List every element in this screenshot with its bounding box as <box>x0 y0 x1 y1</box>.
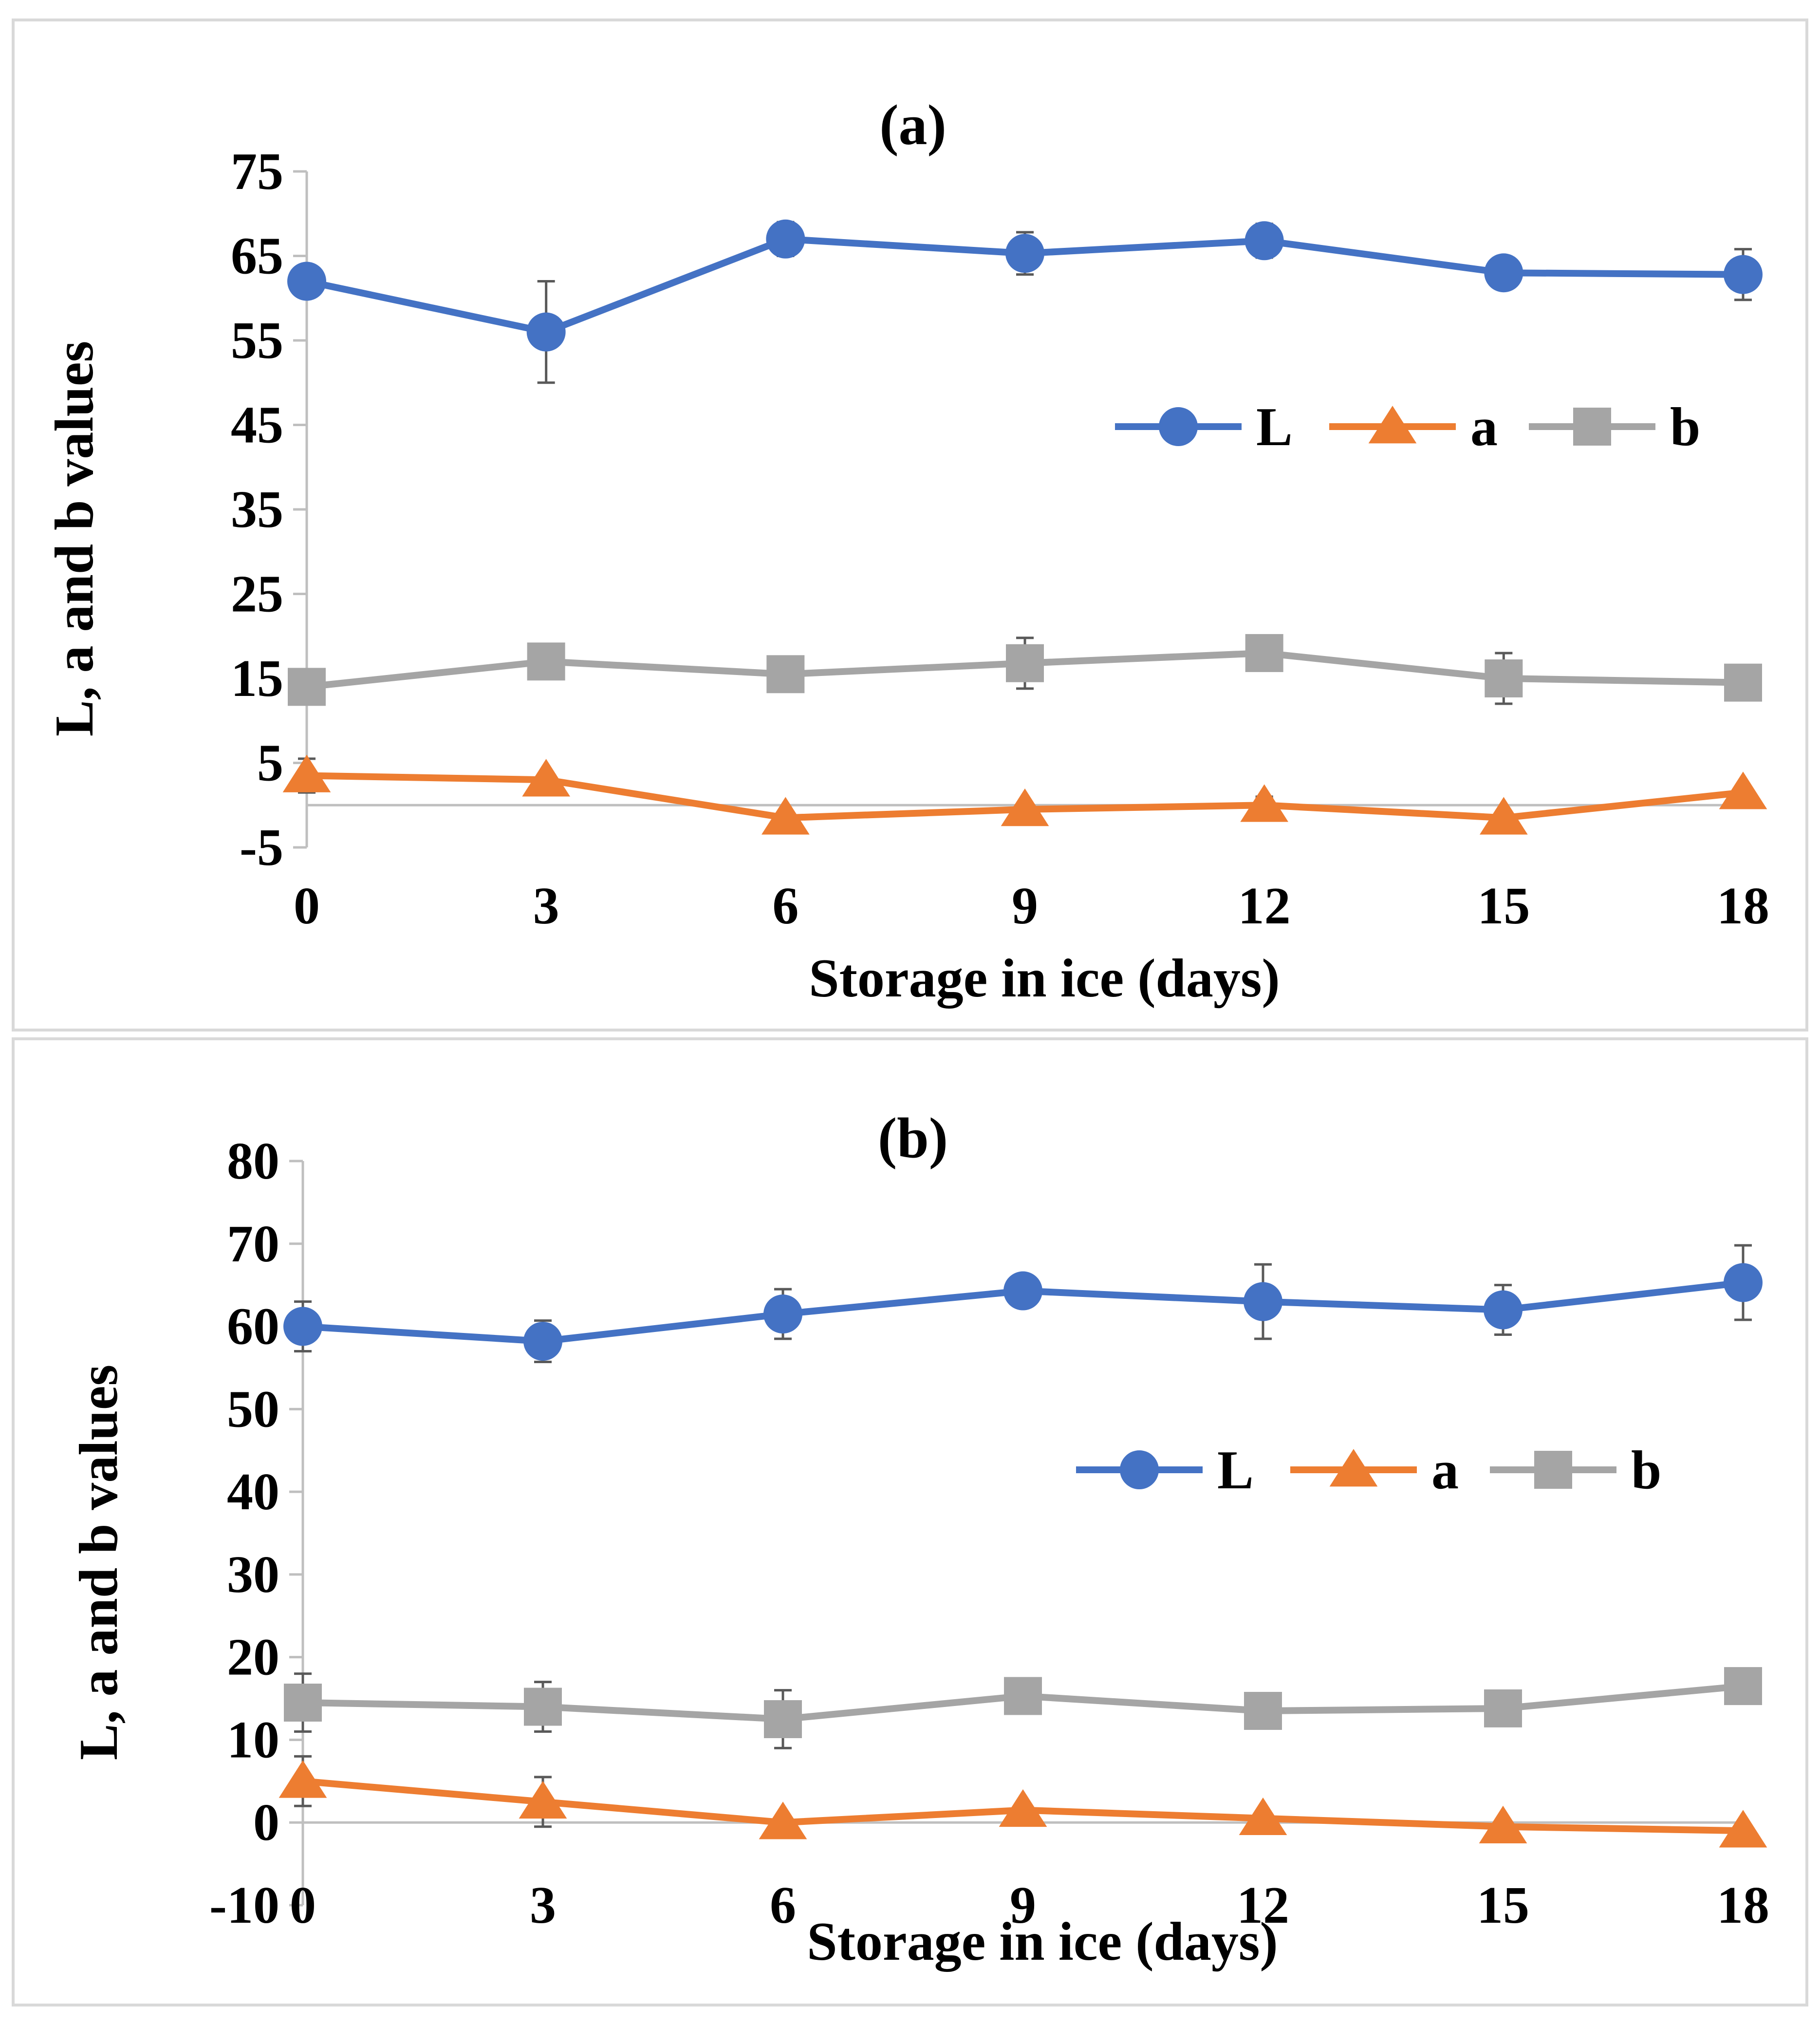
y-tick-label: -10 <box>209 1876 279 1934</box>
x-tick-label: 15 <box>1477 877 1530 935</box>
data-point-b <box>1724 663 1762 702</box>
data-point-a <box>999 1789 1047 1827</box>
chart-panel-b: (b) -10 0 10 20 30 40 50 60 70 80 0 3 6 9 12 15 18 Storage… <box>12 1037 1808 2006</box>
y-tick-label: 80 <box>227 1132 279 1190</box>
legend-label-L: L <box>1256 397 1293 457</box>
data-point-a <box>282 754 331 792</box>
data-point-a <box>1240 784 1289 822</box>
y-tick-label: 20 <box>227 1629 279 1687</box>
x-tick-label: 3 <box>533 877 559 935</box>
data-point-a <box>1719 1810 1767 1848</box>
y-axis-label: L, a and b values <box>69 1365 129 1760</box>
data-point-a <box>761 797 810 835</box>
y-tick-label: 75 <box>231 143 283 201</box>
data-point-b <box>1484 1689 1522 1727</box>
data-point-L <box>1484 1290 1523 1330</box>
data-point-L <box>523 1322 562 1361</box>
data-point-L <box>1005 234 1044 273</box>
data-point-L <box>1244 1282 1282 1321</box>
x-axis-label: Storage in ice (days) <box>807 1912 1278 1972</box>
data-point-a <box>1479 797 1528 835</box>
x-tick-label: 6 <box>772 877 799 935</box>
x-axis-label: Storage in ice (days) <box>809 948 1280 1009</box>
y-tick-label: 25 <box>231 565 283 623</box>
data-point-b <box>1244 1692 1282 1730</box>
data-point-b <box>524 1688 562 1726</box>
data-point-b <box>1245 634 1283 672</box>
y-tick-label: 5 <box>257 734 283 792</box>
data-point-a <box>519 1781 567 1819</box>
x-tick-label: 9 <box>1012 877 1038 935</box>
data-point-L <box>1724 1263 1763 1302</box>
data-point-L <box>287 262 326 301</box>
data-point-L <box>766 219 805 259</box>
x-tick-label: 6 <box>770 1876 796 1934</box>
data-point-L <box>526 312 566 352</box>
data-point-L <box>283 1307 322 1346</box>
data-point-b <box>1485 659 1523 697</box>
y-tick-label: -5 <box>240 819 283 877</box>
data-point-b <box>1004 1677 1042 1715</box>
chart-title: (b) <box>878 1106 948 1170</box>
data-point-b <box>527 642 565 681</box>
y-tick-label: 55 <box>231 312 283 370</box>
y-tick-label: 40 <box>227 1463 279 1521</box>
x-tick-label: 15 <box>1477 1876 1529 1934</box>
y-tick-label: 65 <box>231 227 283 285</box>
data-point-L <box>1724 255 1763 294</box>
data-point-a <box>1719 771 1767 809</box>
legend-marker-b <box>1534 1451 1572 1489</box>
data-point-a <box>1239 1797 1287 1836</box>
x-tick-label: 12 <box>1237 1876 1289 1934</box>
data-point-a <box>1001 788 1049 826</box>
x-tick-label: 3 <box>530 1876 556 1934</box>
x-tick-label: 18 <box>1717 1876 1769 1934</box>
data-point-L <box>1484 253 1523 293</box>
legend-label-L: L <box>1217 1440 1254 1500</box>
data-point-b <box>766 655 805 694</box>
y-tick-label: 30 <box>227 1546 279 1604</box>
y-tick-label: 35 <box>231 481 283 539</box>
legend-marker-b <box>1573 408 1611 446</box>
data-point-L <box>763 1294 802 1334</box>
legend-marker-L <box>1159 407 1198 446</box>
legend-marker-a <box>1329 1449 1378 1487</box>
chart-panel-a: (a) -5 5 15 25 35 45 55 65 75 0 3 6 9 12 15 18 Storage in… <box>12 19 1808 1031</box>
data-point-a <box>1479 1805 1527 1844</box>
legend-label-b: b <box>1631 1440 1661 1500</box>
chart-a-svg: (a) -5 5 15 25 35 45 55 65 75 0 3 6 9 12 15 18 Storage in… <box>44 93 1769 1009</box>
y-axis-label: L, a and b values <box>44 341 105 736</box>
data-point-b <box>284 1684 322 1722</box>
legend-marker-L <box>1120 1450 1159 1489</box>
y-tick-label: 45 <box>231 396 283 454</box>
data-point-a <box>522 759 571 797</box>
data-point-b <box>1006 644 1044 682</box>
data-point-b <box>1724 1667 1762 1706</box>
x-tick-label: 18 <box>1717 877 1769 935</box>
y-tick-label: 50 <box>227 1380 279 1438</box>
data-point-a <box>759 1801 807 1839</box>
y-tick-label: 15 <box>231 650 283 708</box>
x-tick-label: 0 <box>294 877 320 935</box>
legend-marker-a <box>1368 406 1417 444</box>
data-point-b <box>288 668 326 706</box>
chart-title: (a) <box>879 93 947 157</box>
data-point-L <box>1244 221 1284 261</box>
data-point-b <box>764 1700 802 1738</box>
y-tick-label: 10 <box>227 1711 279 1769</box>
legend-label-b: b <box>1670 397 1700 457</box>
x-tick-label: 0 <box>290 1876 316 1934</box>
data-point-L <box>1003 1271 1042 1311</box>
y-tick-label: 60 <box>227 1298 279 1356</box>
x-tick-label: 9 <box>1010 1876 1036 1934</box>
legend-label-a: a <box>1431 1440 1459 1500</box>
y-tick-label: 70 <box>227 1215 279 1273</box>
data-point-a <box>279 1760 327 1798</box>
legend-label-a: a <box>1470 397 1498 457</box>
y-tick-label: 0 <box>253 1794 279 1852</box>
x-tick-label: 12 <box>1238 877 1291 935</box>
